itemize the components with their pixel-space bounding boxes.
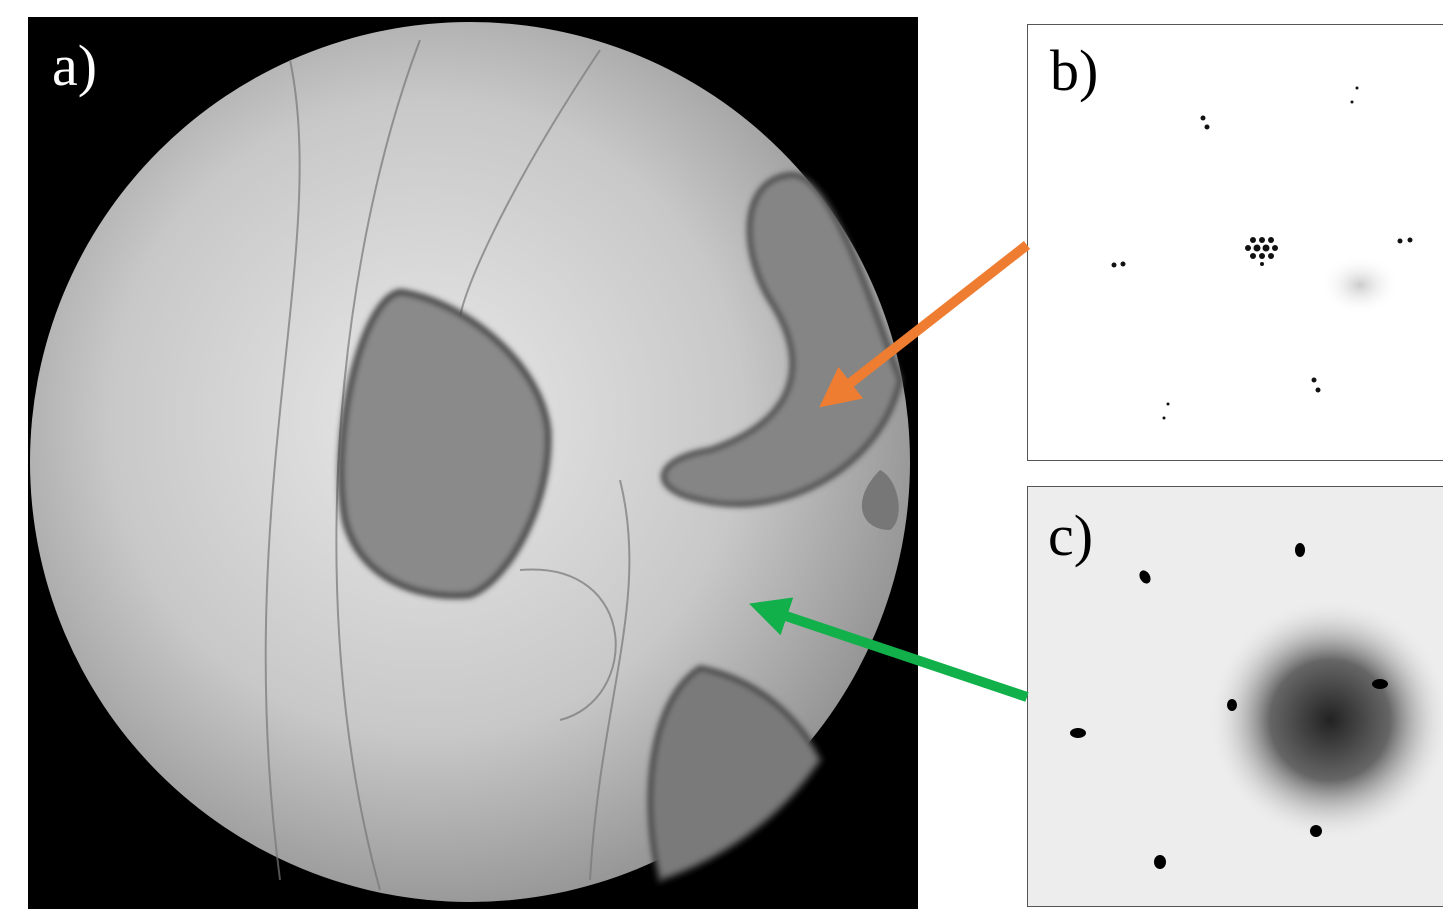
diffuse-spot — [1210, 600, 1443, 840]
diffuse-spot — [1320, 255, 1400, 315]
panel-c: c) — [1028, 487, 1443, 907]
figure: a) b) c) — [0, 0, 1443, 909]
panel-b: b) — [1028, 25, 1443, 461]
page: a) b) c) — [0, 0, 1443, 909]
panel-label: c) — [1048, 503, 1093, 568]
panel-label: a) — [52, 33, 97, 98]
panel-label: b) — [1050, 38, 1098, 103]
panel-a: a) — [28, 17, 918, 909]
